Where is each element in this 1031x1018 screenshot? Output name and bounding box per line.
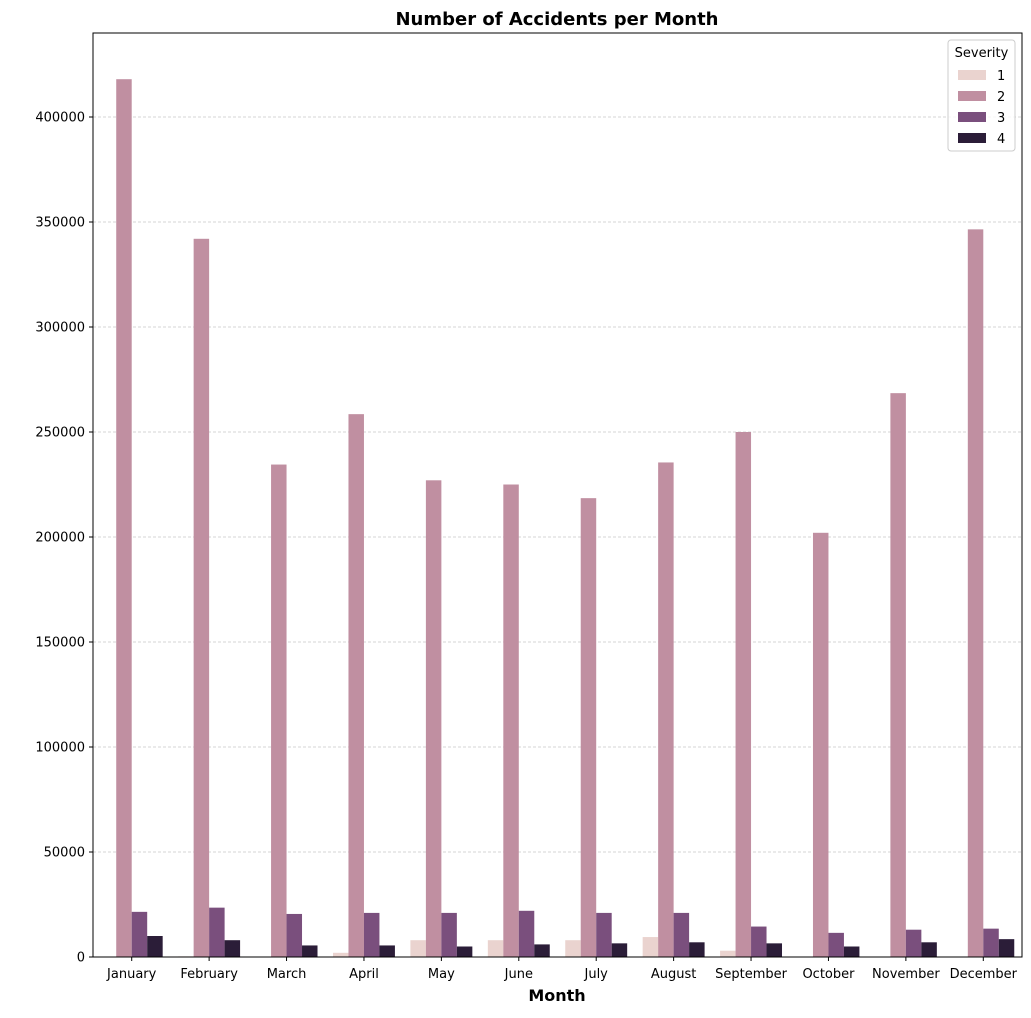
bar-october-severity-3 bbox=[828, 933, 843, 957]
bars bbox=[101, 79, 1015, 957]
bar-august-severity-4 bbox=[689, 942, 704, 957]
bar-february-severity-2 bbox=[194, 239, 209, 957]
bar-may-severity-2 bbox=[426, 480, 441, 957]
y-tick-label: 150000 bbox=[35, 636, 85, 651]
bar-january-severity-2 bbox=[116, 79, 131, 957]
y-axis: 0 50000 100000 150000 200000 250000 300000 3500… bbox=[35, 111, 93, 966]
legend: Severity 1 2 3 4 bbox=[948, 40, 1015, 151]
bar-november-severity-3 bbox=[906, 930, 921, 957]
bar-april-severity-2 bbox=[348, 414, 363, 957]
x-axis: January February March April May June July Augu… bbox=[106, 957, 1018, 982]
bar-september-severity-2 bbox=[736, 432, 751, 957]
x-tick-label: March bbox=[267, 967, 307, 982]
bar-march-severity-3 bbox=[287, 914, 302, 957]
bar-november-severity-2 bbox=[890, 393, 905, 957]
bar-december-severity-4 bbox=[999, 939, 1014, 957]
grid-lines bbox=[93, 117, 1022, 852]
bar-january-severity-4 bbox=[147, 936, 162, 957]
bar-november-severity-4 bbox=[921, 942, 936, 957]
legend-label-1: 1 bbox=[997, 69, 1005, 84]
x-tick-label: April bbox=[349, 967, 379, 982]
legend-swatch-4 bbox=[958, 133, 986, 143]
legend-swatch-3 bbox=[958, 112, 986, 122]
y-tick-label: 300000 bbox=[35, 321, 85, 336]
bar-june-severity-2 bbox=[503, 485, 518, 958]
bar-december-severity-3 bbox=[983, 929, 998, 957]
bar-april-severity-4 bbox=[379, 945, 394, 957]
x-tick-label: August bbox=[651, 967, 697, 982]
x-tick-label: January bbox=[106, 967, 157, 982]
legend-label-3: 3 bbox=[997, 111, 1005, 126]
y-tick-label: 100000 bbox=[35, 741, 85, 756]
x-tick-label: December bbox=[950, 967, 1018, 982]
bar-july-severity-1 bbox=[565, 940, 580, 957]
bar-june-severity-3 bbox=[519, 911, 534, 957]
bar-march-severity-4 bbox=[302, 945, 317, 957]
bar-june-severity-1 bbox=[488, 940, 503, 957]
legend-label-4: 4 bbox=[997, 132, 1005, 147]
y-tick-label: 400000 bbox=[35, 111, 85, 126]
bar-june-severity-4 bbox=[534, 944, 549, 957]
x-axis-label: Month bbox=[528, 986, 585, 1005]
x-tick-label: February bbox=[180, 967, 238, 982]
bar-march-severity-2 bbox=[271, 465, 286, 957]
legend-swatch-1 bbox=[958, 70, 986, 80]
x-tick-label: September bbox=[715, 967, 788, 982]
x-tick-label: November bbox=[872, 967, 940, 982]
x-tick-label: October bbox=[802, 967, 855, 982]
bar-august-severity-1 bbox=[643, 937, 658, 957]
chart-title: Number of Accidents per Month bbox=[395, 9, 718, 30]
x-tick-label: June bbox=[504, 967, 533, 982]
y-tick-label: 350000 bbox=[35, 216, 85, 231]
bar-may-severity-3 bbox=[441, 913, 456, 957]
y-tick-label: 250000 bbox=[35, 426, 85, 441]
bar-august-severity-3 bbox=[674, 913, 689, 957]
bar-august-severity-2 bbox=[658, 462, 673, 957]
bar-may-severity-4 bbox=[457, 947, 472, 958]
bar-october-severity-2 bbox=[813, 533, 828, 957]
bar-february-severity-4 bbox=[225, 940, 240, 957]
bar-january-severity-3 bbox=[132, 912, 147, 957]
x-tick-label: July bbox=[584, 967, 609, 982]
legend-title: Severity bbox=[955, 46, 1009, 61]
legend-label-2: 2 bbox=[997, 90, 1005, 105]
y-tick-label: 50000 bbox=[44, 846, 85, 861]
y-tick-label: 0 bbox=[77, 951, 85, 966]
y-tick-label: 200000 bbox=[35, 531, 85, 546]
bar-september-severity-1 bbox=[720, 951, 735, 957]
bar-february-severity-3 bbox=[209, 908, 224, 957]
legend-swatch-2 bbox=[958, 91, 986, 101]
x-tick-label: May bbox=[428, 967, 455, 982]
bar-april-severity-3 bbox=[364, 913, 379, 957]
bar-july-severity-2 bbox=[581, 498, 596, 957]
bar-april-severity-1 bbox=[333, 953, 348, 957]
bar-december-severity-2 bbox=[968, 229, 983, 957]
bar-september-severity-3 bbox=[751, 927, 766, 957]
plot-frame bbox=[93, 33, 1022, 957]
bar-july-severity-4 bbox=[612, 943, 627, 957]
bar-july-severity-3 bbox=[596, 913, 611, 957]
bar-may-severity-1 bbox=[410, 940, 425, 957]
bar-october-severity-4 bbox=[844, 947, 859, 958]
bar-september-severity-4 bbox=[767, 943, 782, 957]
